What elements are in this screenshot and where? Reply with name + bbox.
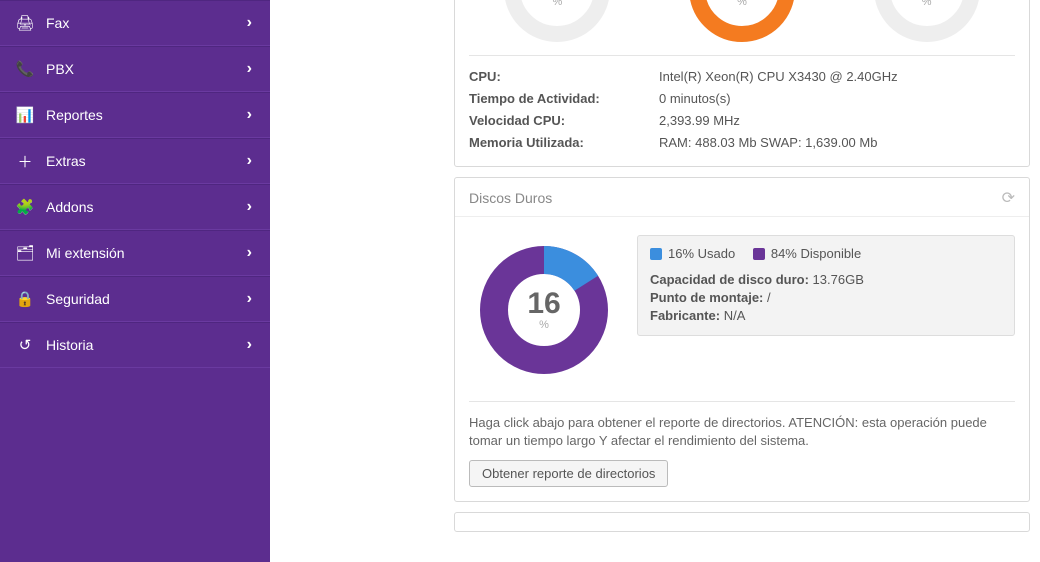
sys-key: Memoria Utilizada: [469,132,659,154]
disk-mount-label: Punto de montaje: [650,290,763,305]
puzzle-icon: 🧩 [14,198,36,216]
sidebar-item-seguridad[interactable]: 🔒 Seguridad › [0,276,270,322]
gauge-1: 5 % [497,0,617,49]
legend-avail-label: 84% Disponible [771,246,861,261]
disk-maker-value: N/A [724,308,746,323]
gauge-value: 5 % [497,0,617,49]
chevron-right-icon: › [247,336,252,354]
sys-val: 2,393.99 MHz [659,110,1015,132]
chevron-right-icon: › [247,60,252,78]
directory-report-text: Haga click abajo para obtener el reporte… [469,414,1015,450]
sidebar-item-label: Reportes [46,107,247,123]
next-panel-teaser [454,512,1030,532]
refresh-icon[interactable]: ⟳ [1002,188,1015,208]
folder-icon: 🗂 [14,244,36,262]
print-icon: 🖨 [14,14,36,32]
system-info-row: Tiempo de Actividad: 0 minutos(s) [469,88,1015,110]
gauge-3: 0 % [867,0,987,49]
gauge-row: 5 % 72 % 0 % [455,0,1029,55]
legend-swatch-used [650,248,662,260]
legend-avail: 84% Disponible [753,246,861,261]
panel-title: Discos Duros [469,190,552,206]
gauge-percent-sign: % [539,319,549,331]
panel-header: Discos Duros ⟳ [455,178,1029,217]
gauge-percent-sign: % [737,0,747,8]
gauge-percent-sign: % [552,0,562,8]
gauge-2: 72 % [682,0,802,49]
disk-mount-value: / [767,290,771,305]
disk-maker-label: Fabricante: [650,308,720,323]
gauge-value: 72 % [682,0,802,49]
chevron-right-icon: › [247,106,252,124]
directory-report-button[interactable]: Obtener reporte de directorios [469,460,668,487]
sys-key: Tiempo de Actividad: [469,88,659,110]
disk-used-pct: 16 [527,289,560,319]
disk-cap-label: Capacidad de disco duro: [650,272,809,287]
gauge-percent-sign: % [922,0,932,8]
phone-icon: 📞 [14,60,36,78]
disk-capacity: Capacidad de disco duro: 13.76GB [650,271,1002,289]
disk-maker: Fabricante: N/A [650,307,1002,325]
sidebar-item-extras[interactable]: ＋ Extras › [0,138,270,184]
system-info-row: Velocidad CPU: 2,393.99 MHz [469,110,1015,132]
system-panel: 5 % 72 % 0 % CPU: I [454,0,1030,167]
disks-panel: Discos Duros ⟳ 16 % 16% Usado [454,177,1030,502]
disk-body: 16 % 16% Usado 84% Disponible Capaci [455,217,1029,401]
sidebar-item-label: Mi extensión [46,245,247,261]
chevron-right-icon: › [247,152,252,170]
bar-chart-icon: 📊 [14,106,36,124]
sidebar: 🖨 Fax › 📞 PBX › 📊 Reportes › ＋ Extras › … [0,0,270,562]
chevron-right-icon: › [247,14,252,32]
gauge-value: 16 % [469,235,619,385]
system-info-row: CPU: Intel(R) Xeon(R) CPU X3430 @ 2.40GH… [469,66,1015,88]
lock-icon: 🔒 [14,290,36,308]
chevron-right-icon: › [247,198,252,216]
sidebar-item-mi-extension[interactable]: 🗂 Mi extensión › [0,230,270,276]
sidebar-item-pbx[interactable]: 📞 PBX › [0,46,270,92]
disk-info-box: 16% Usado 84% Disponible Capacidad de di… [637,235,1015,336]
chevron-right-icon: › [247,244,252,262]
sidebar-item-label: Fax [46,15,247,31]
legend-swatch-avail [753,248,765,260]
sidebar-item-label: Historia [46,337,247,353]
disk-legend: 16% Usado 84% Disponible [650,246,1002,263]
sys-val: RAM: 488.03 Mb SWAP: 1,639.00 Mb [659,132,1015,154]
sys-val: 0 minutos(s) [659,88,1015,110]
disk-donut: 16 % [469,235,619,385]
sidebar-item-label: Addons [46,199,247,215]
sys-key: Velocidad CPU: [469,110,659,132]
sidebar-item-fax[interactable]: 🖨 Fax › [0,0,270,46]
chevron-right-icon: › [247,290,252,308]
sidebar-item-label: PBX [46,61,247,77]
sidebar-item-reportes[interactable]: 📊 Reportes › [0,92,270,138]
sidebar-item-historia[interactable]: ↺ Historia › [0,322,270,368]
sidebar-item-addons[interactable]: 🧩 Addons › [0,184,270,230]
legend-used-label: 16% Usado [668,246,735,261]
system-info-row: Memoria Utilizada: RAM: 488.03 Mb SWAP: … [469,132,1015,154]
directory-report-block: Haga click abajo para obtener el reporte… [469,401,1015,501]
history-icon: ↺ [14,336,36,354]
plus-icon: ＋ [14,151,36,172]
sidebar-item-label: Extras [46,153,247,169]
disk-cap-value: 13.76GB [813,272,864,287]
gauge-value: 0 % [867,0,987,49]
main-content: 5 % 72 % 0 % CPU: I [270,0,1040,562]
sidebar-item-label: Seguridad [46,291,247,307]
system-info-table: CPU: Intel(R) Xeon(R) CPU X3430 @ 2.40GH… [469,55,1015,154]
sys-key: CPU: [469,66,659,88]
disk-mount: Punto de montaje: / [650,289,1002,307]
sys-val: Intel(R) Xeon(R) CPU X3430 @ 2.40GHz [659,66,1015,88]
legend-used: 16% Usado [650,246,735,261]
